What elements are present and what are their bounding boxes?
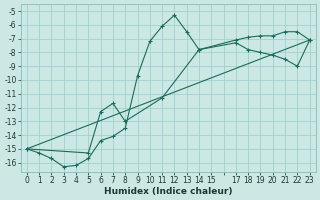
X-axis label: Humidex (Indice chaleur): Humidex (Indice chaleur) — [104, 187, 233, 196]
